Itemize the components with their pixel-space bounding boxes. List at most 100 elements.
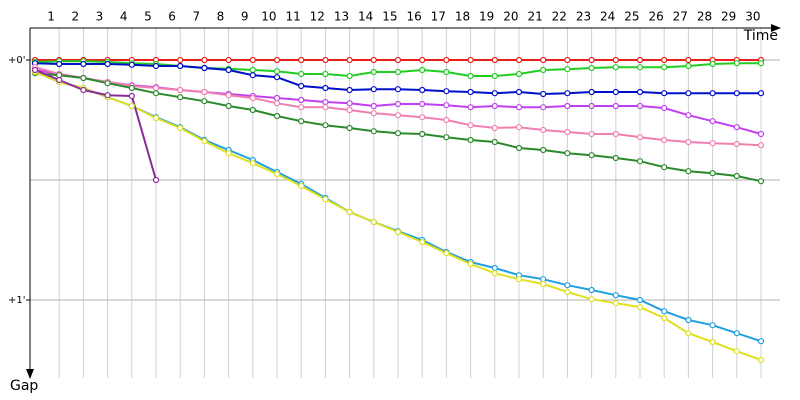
x-tick-label: 20 <box>503 10 518 24</box>
x-tick-label: 19 <box>479 10 494 24</box>
point <box>298 182 305 190</box>
point <box>177 124 184 132</box>
point <box>273 74 281 81</box>
point <box>661 90 668 97</box>
point <box>152 84 160 92</box>
point <box>612 102 619 110</box>
point <box>104 80 111 87</box>
point <box>661 164 668 171</box>
point <box>515 56 523 64</box>
point <box>636 102 644 110</box>
y-tick-label: +1' <box>8 295 26 306</box>
x-tick-label: 6 <box>168 10 176 24</box>
x-tick-label: 21 <box>527 10 542 24</box>
x-tick-label: 27 <box>673 10 688 24</box>
point <box>370 68 377 76</box>
point <box>733 90 740 97</box>
point <box>491 264 498 272</box>
point <box>636 134 644 141</box>
point <box>225 56 232 64</box>
point <box>685 330 692 337</box>
point <box>588 296 595 303</box>
point <box>152 114 160 122</box>
point <box>443 88 450 95</box>
point <box>201 98 208 105</box>
x-tick-label: 23 <box>576 10 591 24</box>
point <box>685 316 692 324</box>
point <box>322 98 329 106</box>
point <box>249 106 256 114</box>
point <box>370 86 377 93</box>
point <box>104 60 111 68</box>
point <box>540 126 547 134</box>
point <box>515 124 523 131</box>
point <box>443 134 450 141</box>
point <box>128 102 135 110</box>
point <box>636 304 644 311</box>
point <box>588 286 595 294</box>
point <box>225 150 232 157</box>
point <box>661 314 668 322</box>
point <box>152 90 160 97</box>
x-tick-label: 13 <box>334 10 349 24</box>
point <box>419 86 426 94</box>
point <box>757 356 765 364</box>
x-tick-label: 12 <box>310 10 325 24</box>
point <box>370 110 377 117</box>
point <box>588 152 595 159</box>
point <box>709 170 716 177</box>
point <box>564 128 571 136</box>
point <box>515 70 523 78</box>
point <box>757 142 765 149</box>
point <box>588 64 595 72</box>
point <box>322 196 329 203</box>
point <box>394 130 402 137</box>
point <box>273 68 281 75</box>
x-tick-label: 30 <box>745 10 760 24</box>
point <box>491 138 498 146</box>
point <box>225 102 232 110</box>
point <box>540 56 547 64</box>
point <box>322 56 329 64</box>
point <box>685 168 692 175</box>
point <box>177 62 184 70</box>
point <box>80 74 87 82</box>
point <box>564 150 571 157</box>
point <box>249 56 256 64</box>
point <box>177 94 184 101</box>
point <box>757 178 765 185</box>
point <box>322 122 329 129</box>
point <box>491 270 498 277</box>
point <box>685 138 692 146</box>
x-tick-label: 24 <box>600 10 615 24</box>
x-tick-label: 2 <box>71 10 79 24</box>
point <box>346 208 353 216</box>
point <box>346 72 353 80</box>
point <box>709 338 716 346</box>
point <box>249 72 256 79</box>
point <box>56 60 63 68</box>
point <box>443 56 450 64</box>
point <box>540 90 547 98</box>
point <box>443 250 450 257</box>
point <box>201 88 208 96</box>
point <box>177 86 184 94</box>
point <box>273 100 281 107</box>
point <box>636 158 644 165</box>
point <box>515 276 523 283</box>
point <box>394 112 402 119</box>
point <box>757 338 765 345</box>
point <box>564 102 571 110</box>
point <box>588 56 595 64</box>
point <box>201 64 208 72</box>
x-tick-label: 7 <box>192 10 200 24</box>
point <box>419 66 426 74</box>
point <box>298 104 305 111</box>
point <box>443 102 450 109</box>
point <box>225 66 232 74</box>
point <box>419 56 426 64</box>
point <box>394 68 402 76</box>
point <box>661 64 668 71</box>
x-tick-label: 17 <box>431 10 446 24</box>
point <box>540 104 547 111</box>
